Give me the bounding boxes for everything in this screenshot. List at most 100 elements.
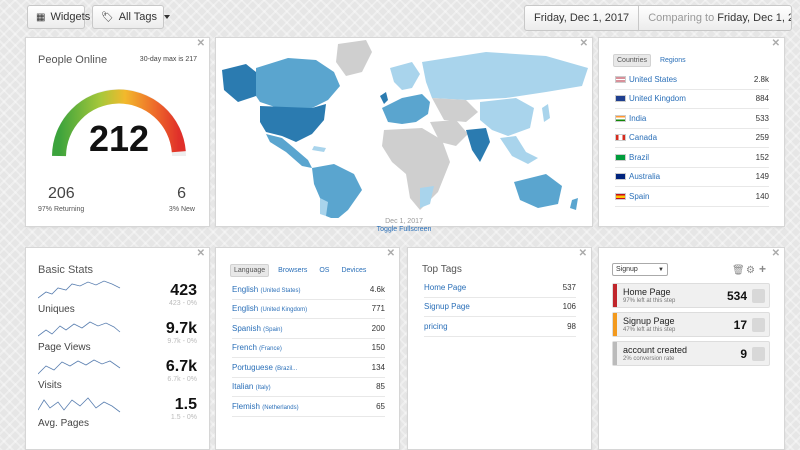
tab-regions[interactable]: Regions <box>659 57 686 64</box>
funnel-select[interactable]: Signup ▼ <box>612 263 668 276</box>
list-item[interactable]: Brazil 152 <box>615 148 769 168</box>
flag-br-icon <box>615 153 626 161</box>
close-icon[interactable]: ✕ <box>196 38 205 49</box>
date-range-picker[interactable]: Friday, Dec 1, 2017 Comparing to Friday,… <box>524 5 792 31</box>
map-region-australia[interactable] <box>514 174 562 208</box>
user-icon[interactable] <box>752 318 765 332</box>
new-label: 3% New <box>168 206 195 213</box>
map-region-south-america[interactable] <box>312 164 362 218</box>
map-region-se-asia[interactable] <box>500 136 538 164</box>
tab-devices[interactable]: Devices <box>341 267 367 274</box>
map-region-uk[interactable] <box>380 92 388 104</box>
plus-icon[interactable]: + <box>759 262 767 276</box>
list-item[interactable]: United Kingdom 884 <box>615 90 769 109</box>
grid-icon: ▦ <box>36 11 46 23</box>
list-item[interactable]: Home Page 537 <box>424 278 576 298</box>
list-item[interactable]: Flemish (Netherlands) 65 <box>232 397 385 417</box>
map-region-europe[interactable] <box>382 94 430 124</box>
map-region-south-africa[interactable] <box>420 186 434 208</box>
close-icon[interactable]: ✕ <box>578 248 587 259</box>
funnel-step-name: Signup Page <box>623 316 675 326</box>
list-item[interactable]: Signup Page 106 <box>424 298 576 317</box>
date-button[interactable]: Friday, Dec 1, 2017 <box>525 6 638 30</box>
close-icon[interactable]: ✕ <box>196 248 205 259</box>
list-item[interactable]: English (United States) 4.6k <box>232 280 385 300</box>
stat-value-visits: 6.7k <box>165 358 197 375</box>
map-region-new-zealand[interactable] <box>570 198 578 210</box>
map-region-argentina[interactable] <box>320 198 328 216</box>
list-item[interactable]: United States 2.8k <box>615 70 769 90</box>
map-region-middle-east[interactable] <box>430 120 468 146</box>
panel-title: People Online <box>38 54 108 66</box>
funnel-step[interactable]: Signup Page 47% left at this step 17 <box>612 312 770 337</box>
panel-title: Basic Stats <box>38 264 94 276</box>
funnel-step-name: account created <box>623 345 688 355</box>
list-item[interactable]: Spanish (Spain) 200 <box>232 319 385 339</box>
tab-language[interactable]: Language <box>230 264 270 277</box>
map-region-alaska[interactable] <box>222 64 256 102</box>
countries-tabs: Countries Regions <box>613 54 689 67</box>
comparing-date: Friday, Dec 1, 2017 <box>717 12 791 24</box>
user-icon[interactable] <box>752 289 765 303</box>
list-item[interactable]: English (United Kingdom) 771 <box>232 300 385 319</box>
list-item[interactable]: Canada 259 <box>615 129 769 148</box>
country-value: 149 <box>755 172 769 182</box>
close-icon[interactable]: ✕ <box>771 248 780 259</box>
map-region-usa[interactable] <box>260 104 326 142</box>
map-region-scandinavia[interactable] <box>390 62 420 90</box>
language-value: 134 <box>371 362 385 372</box>
date-label: Friday, Dec 1, 2017 <box>534 12 630 24</box>
stat-sub-avg-pages: 1.5 - 0% <box>170 414 197 421</box>
map-region-caribbean[interactable] <box>312 146 326 152</box>
world-map[interactable] <box>216 38 594 218</box>
chevron-down-icon <box>164 15 171 19</box>
map-region-india[interactable] <box>466 128 490 162</box>
funnel-step-sub: 2% conversion rate <box>623 356 675 362</box>
trash-icon[interactable]: 🗑 <box>732 265 745 276</box>
country-name: United States <box>629 74 678 84</box>
toggle-fullscreen-link[interactable]: Toggle Fullscreen <box>376 226 432 233</box>
gear-icon[interactable]: ⚙ <box>746 265 755 276</box>
tags-dropdown[interactable]: 🏷 All Tags <box>92 5 171 29</box>
map-region-canada[interactable] <box>256 58 340 108</box>
list-item[interactable]: French (France) 150 <box>232 339 385 358</box>
map-region-japan[interactable] <box>542 104 550 122</box>
tab-browsers[interactable]: Browsers <box>278 267 308 274</box>
list-item[interactable]: Portuguese (Brazil... 134 <box>232 358 385 378</box>
language-region: (Italy) <box>255 385 271 392</box>
funnel-step[interactable]: Home Page 97% left at this step 534 <box>612 283 770 308</box>
map-region-greenland[interactable] <box>336 40 372 76</box>
stat-sub-uniques: 423 - 0% <box>168 300 197 307</box>
map-region-russia[interactable] <box>422 52 588 100</box>
map-region-mexico[interactable] <box>266 134 312 168</box>
map-region-china[interactable] <box>480 98 534 136</box>
widgets-button[interactable]: ▦ Widgets <box>27 5 90 29</box>
basic-stats-panel: ✕ Basic Stats Uniques 423 423 - 0% Page … <box>25 247 210 450</box>
stat-label-visits: Visits <box>38 380 62 391</box>
map-date-caption: Dec 1, 2017 <box>385 218 423 225</box>
list-item[interactable]: pricing 98 <box>424 317 576 337</box>
list-item[interactable]: India 533 <box>615 109 769 129</box>
country-name: Canada <box>629 133 658 143</box>
tag-name: Home Page <box>424 282 467 292</box>
list-item[interactable]: Italian (Italy) 85 <box>232 378 385 397</box>
funnel-step[interactable]: account created 2% conversion rate 9 <box>612 341 770 366</box>
close-icon[interactable]: ✕ <box>386 248 395 259</box>
tag-icon: 🏷 <box>101 11 114 23</box>
stat-label-uniques: Uniques <box>38 304 75 315</box>
country-name: United Kingdom <box>629 94 686 104</box>
tab-countries[interactable]: Countries <box>613 54 651 67</box>
user-icon[interactable] <box>752 347 765 361</box>
list-item[interactable]: Spain 140 <box>615 187 769 207</box>
map-region-central-asia[interactable] <box>432 98 478 122</box>
language-value: 771 <box>371 304 385 314</box>
close-icon[interactable]: ✕ <box>579 38 588 49</box>
funnel-step-sub: 97% left at this step <box>623 298 676 304</box>
comparing-button[interactable]: Comparing to Friday, Dec 1, 2017 <box>638 6 791 30</box>
tag-name: pricing <box>424 321 448 331</box>
list-item[interactable]: Australia 149 <box>615 168 769 187</box>
languages-panel: ✕ Language Browsers OS Devices English (… <box>215 247 400 450</box>
tab-os[interactable]: OS <box>319 267 330 274</box>
close-icon[interactable]: ✕ <box>771 38 780 49</box>
people-online-panel: ✕ People Online 30-day max is 217 212 20… <box>25 37 210 227</box>
